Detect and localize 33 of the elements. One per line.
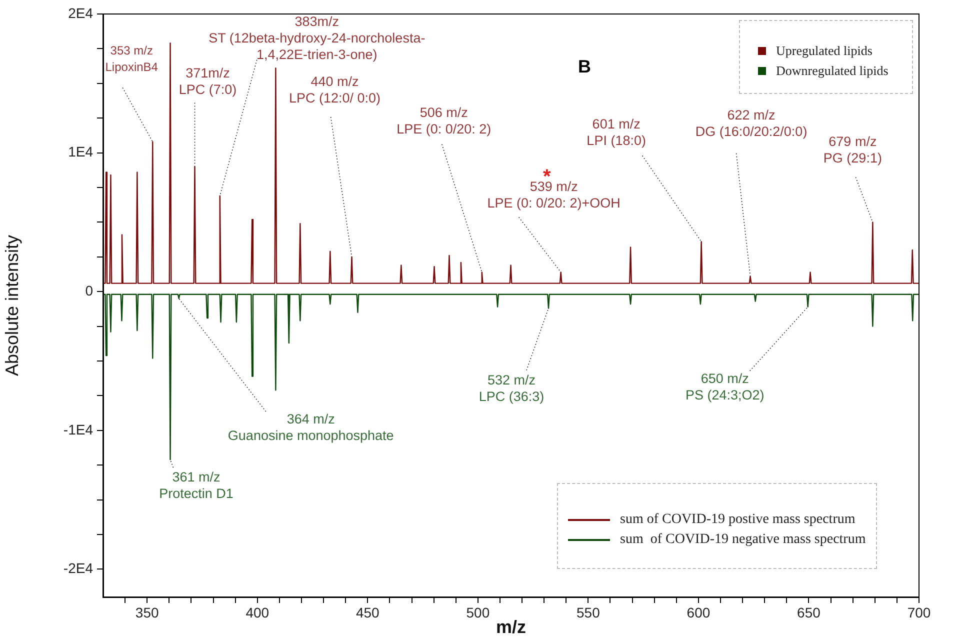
x-tick-label: 550 — [576, 604, 600, 620]
annotation: 383m/z ST (12beta-hydroxy-24-norcholesta- 1,4,22E-trien-3-one) — [208, 14, 426, 62]
annotation: 353 m/z LipoxinB4 — [105, 44, 158, 74]
annotation: 364 m/z Guanosine monophosphate — [228, 412, 394, 444]
y-tick-label: -1E4 — [63, 421, 94, 438]
x-tick-label: 700 — [907, 604, 931, 620]
annotation: 506 m/z LPE (0: 0/20: 2) — [396, 105, 492, 137]
annotation: 650 m/z PS (24:3;O2) — [685, 370, 764, 402]
legend-label: Upregulated lipids — [776, 43, 872, 59]
y-axis-title: Absolute intensity — [2, 234, 22, 376]
annotation: 440 m/z LPC (12:0/ 0:0) — [288, 74, 381, 106]
annotation: 371m/z LPC (7:0) — [178, 66, 237, 98]
annotation: sum of COVID-19 postive mass spectrum — [620, 512, 856, 528]
y-tick-label: 0 — [85, 282, 94, 298]
y-tick-label: 1E4 — [68, 144, 94, 160]
x-tick-label: 650 — [797, 604, 821, 620]
annotation: sum of COVID-19 negative mass spectrum — [620, 532, 866, 548]
legend-label: Downregulated lipids — [776, 63, 888, 79]
annotation: 361 m/z Protectin D1 — [159, 470, 234, 502]
annotation: 622 m/z DG (16:0/20:2/0:0) — [695, 107, 808, 139]
annotation: B — [578, 56, 591, 76]
annotation: 679 m/z PG (29:1) — [823, 134, 882, 166]
x-tick-label: 400 — [246, 604, 270, 620]
x-tick-label: 450 — [356, 604, 380, 620]
annotation: 601 m/z LPI (18:0) — [586, 116, 646, 148]
x-tick-label: 600 — [686, 604, 710, 620]
x-tick-label: 350 — [135, 604, 159, 620]
annotation: 539 m/z LPE (0: 0/20: 2)+OOH — [487, 179, 620, 211]
x-axis-title: m/z — [496, 617, 526, 638]
y-tick-label: -2E4 — [63, 560, 94, 576]
annotation: 532 m/z LPC (36:3) — [478, 372, 544, 404]
x-tick-label: 500 — [466, 604, 490, 620]
y-tick-label: 2E4 — [68, 4, 94, 21]
